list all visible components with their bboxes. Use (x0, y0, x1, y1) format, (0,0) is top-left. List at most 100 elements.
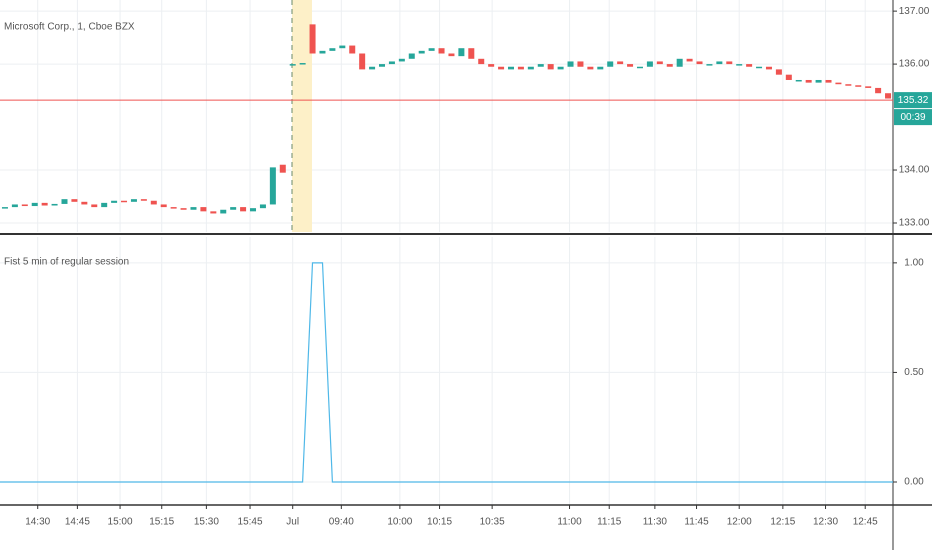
countdown-label: 00:39 (900, 112, 925, 123)
candle (418, 50, 425, 54)
candle (765, 66, 772, 70)
candle (160, 204, 167, 208)
candle (379, 64, 386, 67)
x-tick-label: Jul (286, 517, 299, 528)
candle (617, 61, 624, 65)
candle (468, 48, 475, 59)
candle (130, 199, 137, 202)
candle (835, 82, 842, 85)
candle (885, 93, 892, 99)
x-tick-label: 12:30 (813, 517, 838, 528)
candle (91, 204, 98, 208)
x-tick-label: 11:15 (597, 517, 622, 528)
candle (200, 207, 207, 212)
candle (71, 199, 78, 202)
candle (656, 61, 663, 65)
candle (527, 66, 534, 70)
candle (875, 87, 882, 94)
candle (448, 53, 455, 57)
candle (627, 64, 634, 67)
x-tick-label: 11:30 (643, 517, 668, 528)
y-tick-label: 0.50 (904, 367, 924, 378)
candle (746, 64, 753, 67)
candle (607, 61, 614, 67)
candle (517, 66, 524, 70)
candle (865, 86, 872, 88)
candle (537, 64, 544, 67)
candle (408, 53, 415, 59)
x-tick-label: 09:40 (329, 517, 354, 528)
candle (557, 66, 564, 70)
candle (636, 66, 643, 69)
candle (21, 204, 28, 207)
candle (150, 200, 157, 205)
candle (11, 204, 18, 208)
candle (279, 164, 286, 173)
indicator-title: Fist 5 min of regular session (4, 257, 129, 268)
candle (646, 61, 653, 67)
x-tick-label: 15:15 (149, 517, 174, 528)
candle (706, 64, 713, 66)
candle (498, 66, 505, 70)
x-tick-label: 10:00 (387, 517, 412, 528)
candle (51, 203, 58, 206)
candle (478, 58, 485, 65)
candle (805, 79, 812, 83)
indicator-line (0, 262, 893, 483)
candle (458, 48, 465, 57)
session-highlight (292, 0, 312, 232)
candle (756, 66, 763, 69)
x-tick-label: 15:30 (194, 517, 219, 528)
countdown-box (894, 109, 932, 126)
x-tick-label: 14:45 (65, 517, 90, 528)
candle (101, 202, 108, 208)
candle (250, 208, 257, 212)
x-tick-label: 15:00 (108, 517, 133, 528)
y-tick-label: 133.00 (899, 218, 930, 229)
x-tick-label: 10:15 (427, 517, 452, 528)
y-tick-label: 137.00 (899, 6, 930, 17)
candle (696, 61, 703, 65)
candle (666, 64, 673, 67)
candle (855, 85, 862, 87)
candle (726, 61, 733, 65)
y-tick-label: 136.00 (899, 59, 930, 70)
candle (81, 201, 88, 205)
last-price-label: 135.32 (898, 95, 929, 106)
candle (299, 63, 306, 65)
x-tick-label: 11:45 (684, 517, 709, 528)
candle (716, 61, 723, 65)
candle (825, 79, 832, 83)
candle (597, 66, 604, 70)
candle (1, 207, 8, 209)
candle (775, 69, 782, 75)
candle (31, 202, 38, 207)
price-title: Microsoft Corp., 1, Cboe BZX (4, 22, 135, 33)
y-tick-label: 1.00 (904, 257, 924, 268)
candle (210, 211, 217, 214)
candle (359, 53, 366, 70)
candle (329, 48, 336, 51)
y-tick-label: 134.00 (899, 165, 930, 176)
candle (398, 58, 405, 62)
candle (795, 79, 802, 82)
candle (349, 45, 356, 54)
candle (567, 61, 574, 67)
x-tick-label: 14:30 (25, 517, 50, 528)
candle (428, 48, 435, 51)
candle (785, 74, 792, 80)
candle (686, 58, 693, 62)
candle (507, 66, 514, 70)
candle (587, 66, 594, 70)
candle (180, 208, 187, 210)
x-tick-label: 10:35 (480, 517, 505, 528)
candle (339, 45, 346, 49)
candle (289, 64, 296, 66)
candle (319, 50, 326, 54)
candle (736, 64, 743, 66)
candle (547, 64, 554, 70)
candle (240, 207, 247, 212)
candle (220, 209, 227, 214)
